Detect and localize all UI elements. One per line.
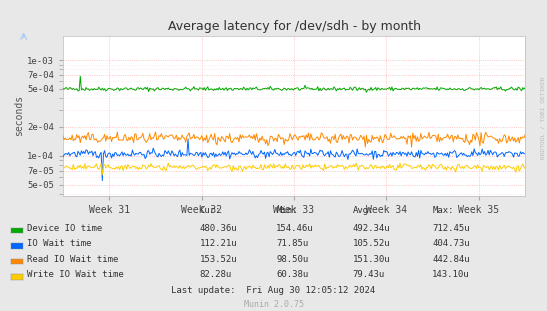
Text: 404.73u: 404.73u — [432, 239, 470, 248]
Text: 79.43u: 79.43u — [353, 270, 385, 279]
Text: 492.34u: 492.34u — [353, 224, 391, 233]
Text: Write IO Wait time: Write IO Wait time — [27, 270, 124, 279]
Text: Munin 2.0.75: Munin 2.0.75 — [243, 300, 304, 309]
Text: IO Wait time: IO Wait time — [27, 239, 92, 248]
Text: 712.45u: 712.45u — [432, 224, 470, 233]
Text: Avg:: Avg: — [353, 206, 374, 215]
Text: 71.85u: 71.85u — [276, 239, 309, 248]
Text: 60.38u: 60.38u — [276, 270, 309, 279]
Text: 98.50u: 98.50u — [276, 255, 309, 264]
Text: 82.28u: 82.28u — [200, 270, 232, 279]
Text: Last update:  Fri Aug 30 12:05:12 2024: Last update: Fri Aug 30 12:05:12 2024 — [171, 286, 376, 295]
Text: 143.10u: 143.10u — [432, 270, 470, 279]
Title: Average latency for /dev/sdh - by month: Average latency for /dev/sdh - by month — [167, 20, 421, 33]
Text: Device IO time: Device IO time — [27, 224, 103, 233]
Text: 112.21u: 112.21u — [200, 239, 237, 248]
Text: Read IO Wait time: Read IO Wait time — [27, 255, 119, 264]
Text: 154.46u: 154.46u — [276, 224, 314, 233]
Text: RRDTOOL / TOBI OETIKER: RRDTOOL / TOBI OETIKER — [541, 77, 546, 160]
Text: Min:: Min: — [276, 206, 298, 215]
Text: 151.30u: 151.30u — [353, 255, 391, 264]
Text: Cur:: Cur: — [200, 206, 221, 215]
Text: Max:: Max: — [432, 206, 453, 215]
Text: 105.52u: 105.52u — [353, 239, 391, 248]
Y-axis label: seconds: seconds — [14, 95, 24, 137]
Text: 442.84u: 442.84u — [432, 255, 470, 264]
Text: 480.36u: 480.36u — [200, 224, 237, 233]
Text: 153.52u: 153.52u — [200, 255, 237, 264]
